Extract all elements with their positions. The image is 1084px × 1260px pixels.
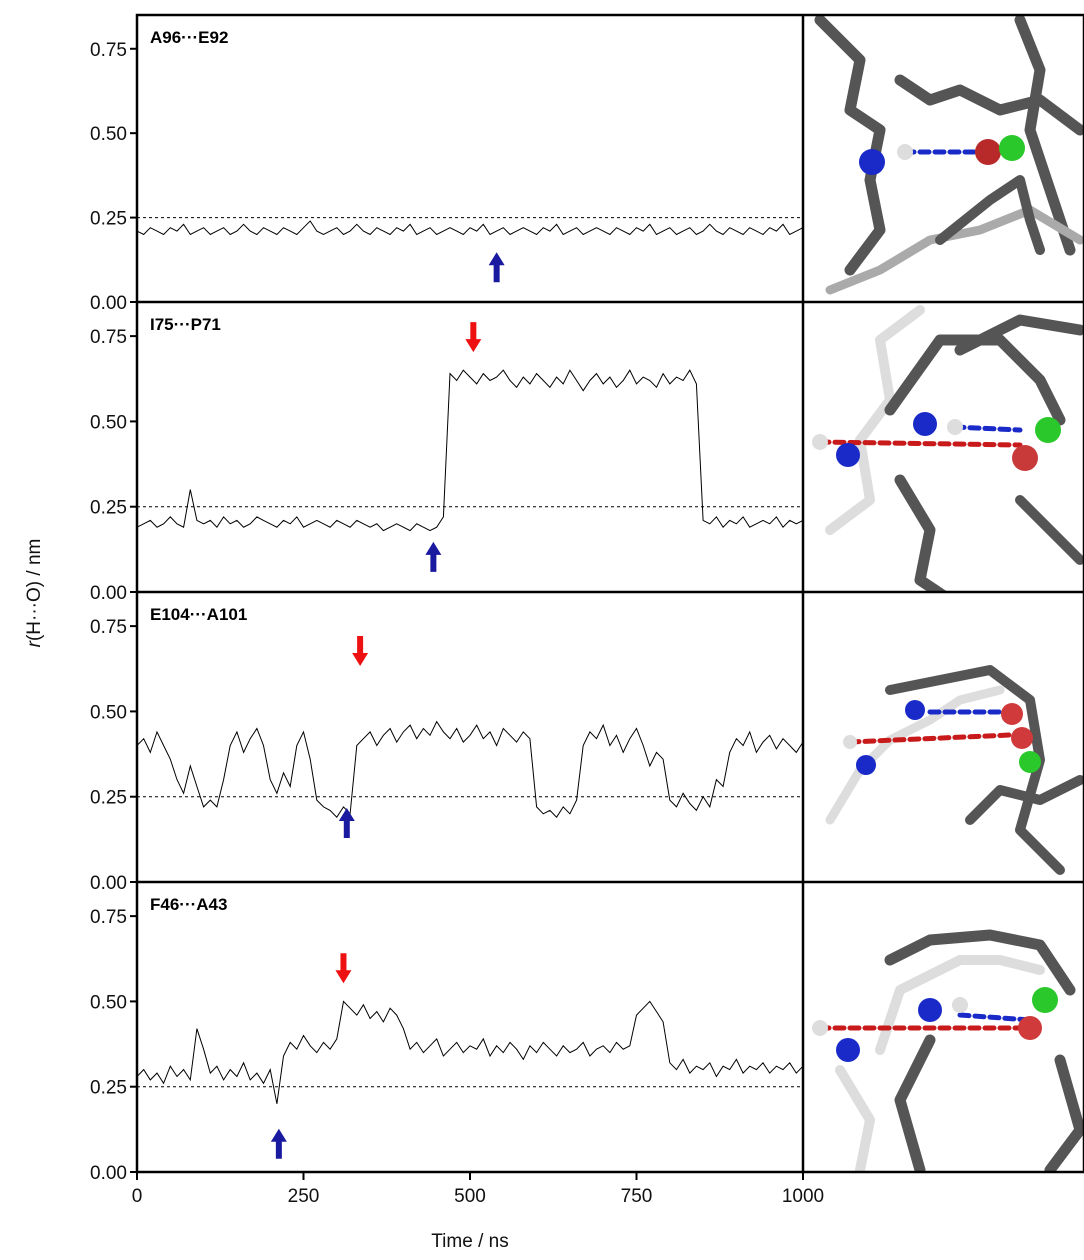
y-tick-label: 0.50 [90, 124, 127, 145]
up-arrow [425, 542, 441, 572]
y-tick-label: 0.00 [90, 873, 127, 894]
x-axis-label: Time / ns [431, 1231, 508, 1252]
y-tick-label: 0.50 [90, 702, 127, 723]
up-arrow [489, 252, 505, 282]
frame [137, 15, 1084, 1172]
x-tick-label: 500 [454, 1186, 486, 1207]
molecule-image [812, 310, 1080, 600]
panel-title: A96···E92 [150, 28, 228, 47]
down-arrow [352, 636, 368, 666]
y-tick-label: 0.75 [90, 327, 127, 348]
x-tick-label: 250 [288, 1186, 320, 1207]
y-tick-label: 0.50 [90, 412, 127, 433]
panel-title: E104···A101 [150, 605, 247, 624]
x-tick-label: 750 [621, 1186, 653, 1207]
molecule-image [830, 670, 1080, 870]
y-axis-text: (H···O) / nm [24, 539, 45, 641]
down-arrow [465, 322, 481, 352]
y-tick-label: 0.25 [90, 209, 127, 230]
y-axis-label: r(H···O) / nm [24, 539, 45, 648]
up-arrow [271, 1129, 287, 1159]
y-tick-label: 0.25 [90, 498, 127, 519]
y-tick-label: 0.75 [90, 907, 127, 928]
page: {"ylabel_symbol": "r", "ylabel": "(H···O… [0, 0, 1084, 1260]
data-line [137, 1001, 803, 1103]
y-tick-label: 0.50 [90, 992, 127, 1013]
y-tick-label: 0.75 [90, 617, 127, 638]
panel-title: I75···P71 [150, 315, 221, 334]
x-tick-label: 0 [132, 1186, 143, 1207]
y-tick-label: 0.00 [90, 293, 127, 314]
y-tick-label: 0.25 [90, 1078, 127, 1099]
molecule-image [812, 935, 1080, 1170]
panel-title: F46···A43 [150, 895, 227, 914]
figure: r(H···O) / nm 0.00 0.25 0.50 0.75 A96···E92 0… [0, 0, 1084, 1255]
y-tick-label: 0.00 [90, 583, 127, 604]
y-tick-label: 0.75 [90, 40, 127, 61]
y-tick-label: 0.25 [90, 788, 127, 809]
down-arrow [335, 953, 351, 983]
x-tick-label: 1000 [782, 1186, 824, 1207]
up-arrow [339, 808, 355, 838]
molecule-image [820, 20, 1080, 290]
data-line [137, 722, 803, 818]
data-line [137, 221, 803, 235]
y-tick-label: 0.00 [90, 1163, 127, 1184]
